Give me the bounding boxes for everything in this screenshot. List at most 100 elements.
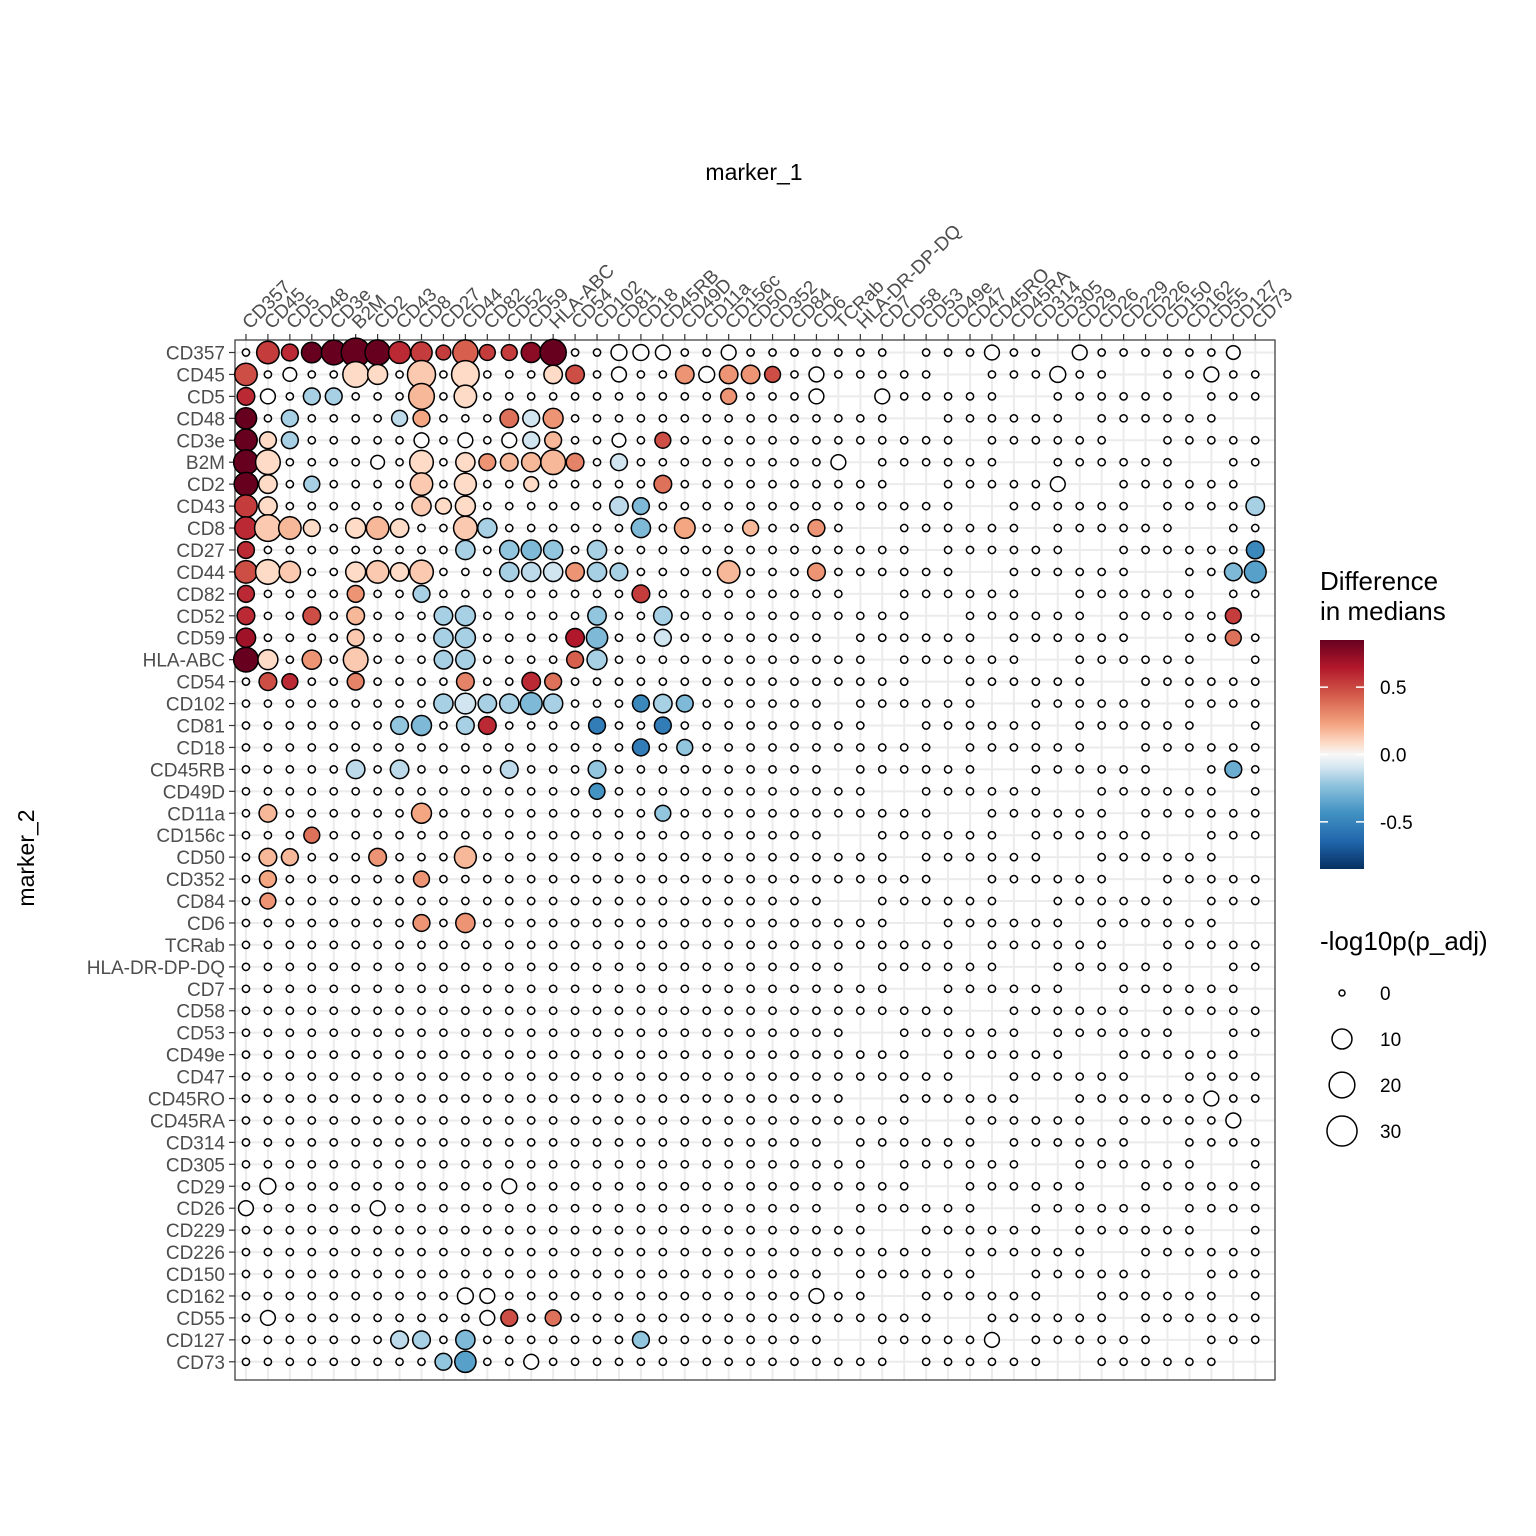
data-point bbox=[1141, 413, 1150, 423]
data-point bbox=[395, 808, 404, 818]
data-point bbox=[790, 808, 799, 818]
data-point bbox=[1228, 501, 1238, 511]
data-point bbox=[324, 387, 343, 406]
data-point bbox=[746, 1247, 755, 1257]
data-point bbox=[329, 1313, 339, 1323]
data-point bbox=[233, 428, 258, 453]
data-point bbox=[303, 475, 321, 493]
data-point bbox=[1185, 1094, 1194, 1103]
data-point bbox=[395, 1357, 404, 1367]
data-point bbox=[592, 392, 602, 401]
data-point bbox=[1097, 589, 1107, 599]
data-point bbox=[636, 1247, 646, 1257]
data-point bbox=[943, 392, 953, 401]
data-point bbox=[702, 786, 712, 796]
data-point bbox=[373, 1138, 382, 1147]
data-point bbox=[369, 1200, 386, 1217]
data-point bbox=[570, 523, 580, 533]
data-point bbox=[680, 1050, 690, 1059]
data-point bbox=[636, 1094, 646, 1103]
data-point bbox=[812, 830, 821, 840]
data-point bbox=[1228, 1203, 1238, 1213]
data-point bbox=[241, 1335, 251, 1345]
data-point bbox=[522, 431, 541, 450]
data-point bbox=[1009, 1072, 1019, 1081]
data-point bbox=[565, 650, 585, 669]
data-point bbox=[1250, 721, 1260, 730]
data-point bbox=[658, 1181, 668, 1191]
data-point bbox=[482, 435, 492, 445]
data-point bbox=[702, 962, 712, 972]
data-point bbox=[987, 479, 997, 489]
data-point bbox=[592, 1050, 602, 1059]
data-point bbox=[280, 848, 299, 867]
data-point bbox=[680, 918, 690, 928]
data-point bbox=[702, 501, 712, 511]
y-tick-label: CD18 bbox=[176, 738, 225, 759]
data-point bbox=[614, 1291, 624, 1301]
data-point bbox=[1075, 392, 1085, 401]
grid-lines bbox=[235, 340, 1275, 1380]
data-point bbox=[680, 1028, 690, 1038]
data-point bbox=[307, 918, 317, 928]
data-point bbox=[921, 1072, 931, 1081]
data-point bbox=[702, 808, 712, 818]
data-point bbox=[855, 1203, 865, 1213]
data-point bbox=[1053, 874, 1063, 884]
data-point bbox=[307, 1028, 317, 1038]
data-point bbox=[1119, 413, 1128, 423]
data-point bbox=[526, 589, 536, 599]
data-point bbox=[834, 852, 843, 862]
data-point bbox=[1119, 918, 1128, 928]
data-point bbox=[943, 1335, 953, 1345]
data-point bbox=[1119, 1291, 1128, 1301]
data-point bbox=[280, 431, 299, 450]
data-point bbox=[461, 940, 470, 950]
data-point bbox=[351, 1181, 361, 1191]
data-point bbox=[921, 1357, 931, 1367]
data-point bbox=[285, 1335, 295, 1345]
data-point bbox=[943, 501, 953, 511]
data-point bbox=[921, 501, 931, 511]
data-point bbox=[724, 1116, 734, 1125]
data-point bbox=[570, 874, 580, 884]
data-point bbox=[1245, 540, 1265, 560]
data-point bbox=[746, 1072, 755, 1081]
data-point bbox=[504, 1006, 514, 1016]
data-point bbox=[834, 1072, 843, 1081]
data-point bbox=[241, 1291, 251, 1301]
data-point bbox=[1009, 1313, 1019, 1323]
data-point bbox=[482, 1050, 492, 1059]
data-point bbox=[263, 721, 273, 730]
data-point bbox=[263, 1072, 273, 1081]
data-point bbox=[987, 786, 997, 796]
data-point bbox=[1053, 1203, 1063, 1213]
data-point bbox=[746, 1028, 755, 1038]
data-point bbox=[724, 1357, 734, 1367]
data-point bbox=[417, 1225, 426, 1235]
data-point bbox=[636, 392, 646, 401]
data-point bbox=[987, 1313, 997, 1323]
data-point bbox=[1009, 786, 1019, 796]
data-point bbox=[285, 1203, 295, 1213]
data-point bbox=[1053, 743, 1063, 752]
data-point bbox=[658, 523, 668, 533]
data-point bbox=[855, 940, 865, 950]
data-point bbox=[373, 743, 382, 752]
data-point bbox=[790, 677, 799, 686]
size-legend-circle bbox=[1326, 1115, 1358, 1147]
data-point bbox=[636, 1138, 646, 1147]
data-point bbox=[614, 1357, 624, 1367]
data-point bbox=[461, 1138, 470, 1147]
data-point bbox=[461, 1225, 470, 1235]
data-point bbox=[1075, 1203, 1085, 1213]
data-point bbox=[592, 1072, 602, 1081]
size-legend-label: 20 bbox=[1380, 1076, 1401, 1097]
data-point bbox=[1097, 918, 1107, 928]
data-point bbox=[307, 1094, 317, 1103]
data-point bbox=[636, 370, 646, 379]
data-point bbox=[526, 523, 536, 533]
data-point bbox=[1119, 567, 1128, 577]
data-point bbox=[1141, 896, 1150, 906]
data-point bbox=[482, 1028, 492, 1038]
